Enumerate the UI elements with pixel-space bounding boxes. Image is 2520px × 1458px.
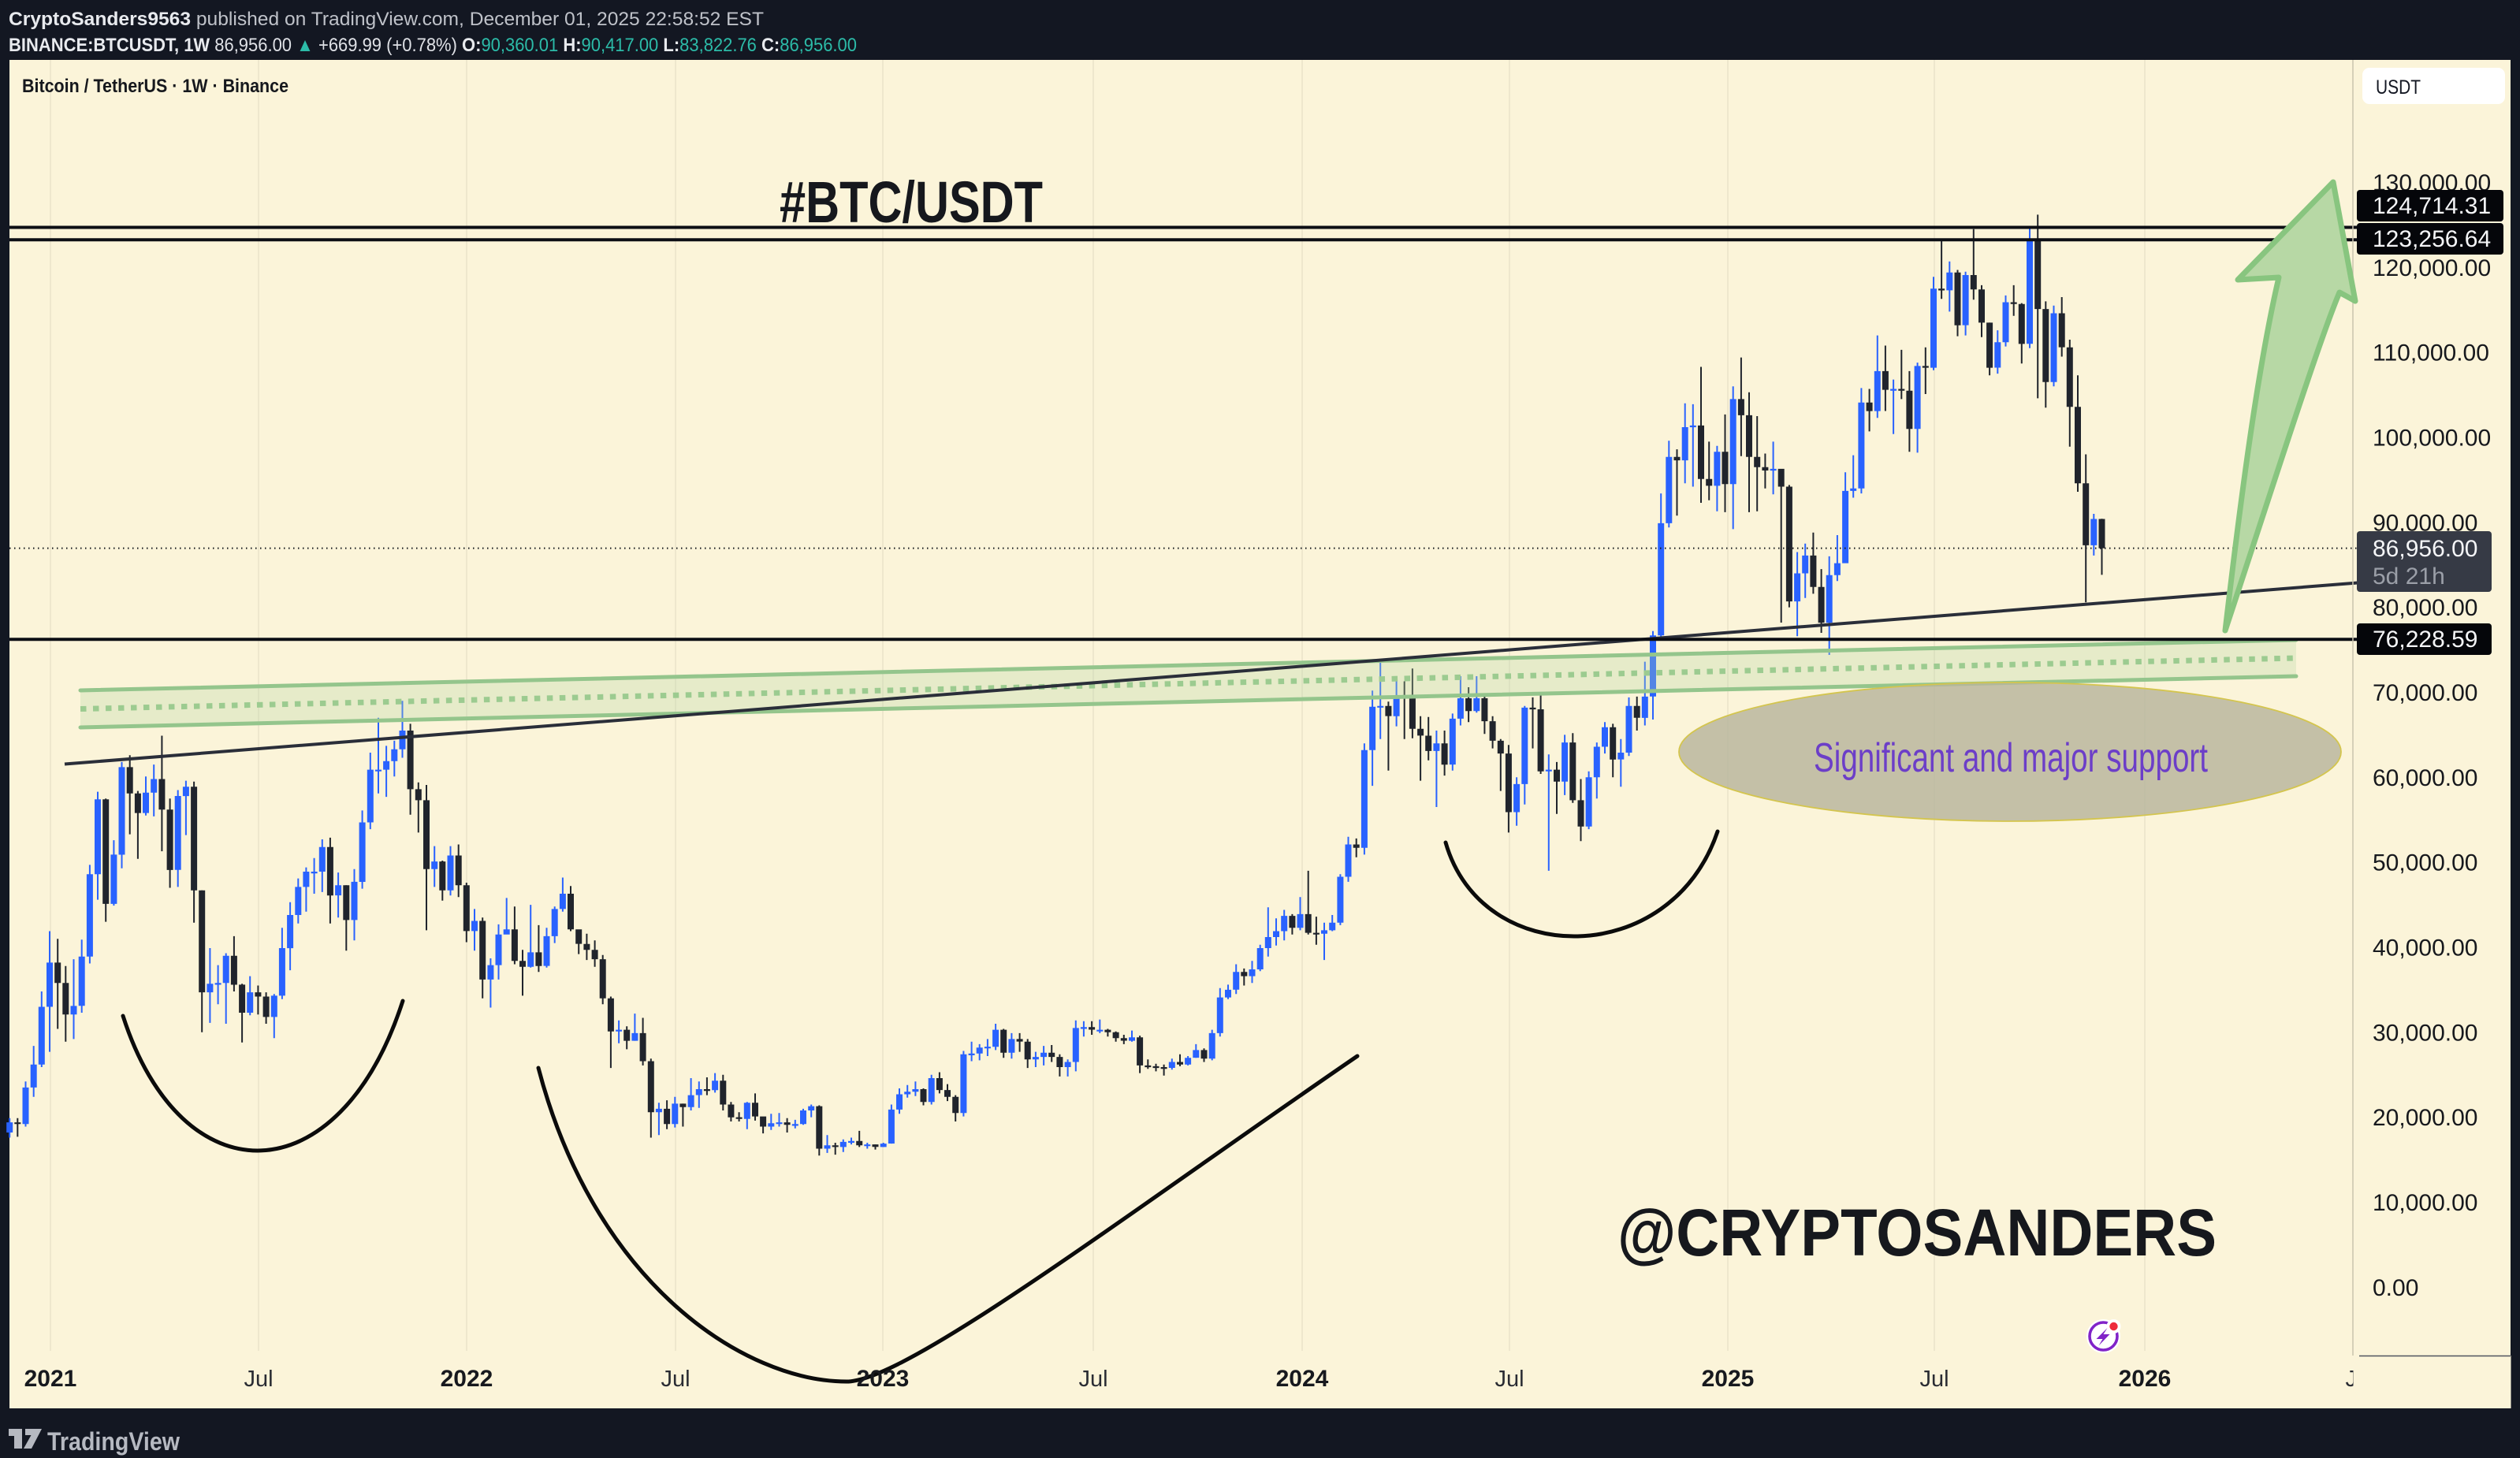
svg-text:30,000.00: 30,000.00: [2373, 1020, 2477, 1046]
svg-text:50,000.00: 50,000.00: [2373, 850, 2477, 876]
svg-text:@CRYPTOSANDERS: @CRYPTOSANDERS: [1617, 1196, 2217, 1270]
svg-text:CryptoSanders9563 published on: CryptoSanders9563 published on TradingVi…: [9, 9, 764, 30]
svg-text:76,228.59: 76,228.59: [2373, 627, 2477, 653]
svg-text:2021: 2021: [24, 1366, 77, 1392]
svg-text:20,000.00: 20,000.00: [2373, 1105, 2477, 1131]
svg-text:124,714.31: 124,714.31: [2373, 193, 2491, 219]
svg-text:2024: 2024: [1276, 1366, 1329, 1392]
svg-text:100,000.00: 100,000.00: [2373, 426, 2491, 452]
svg-text:Jul: Jul: [244, 1367, 273, 1392]
svg-text:Jul: Jul: [1078, 1367, 1107, 1392]
svg-text:2022: 2022: [441, 1366, 493, 1392]
svg-text:86,956.00: 86,956.00: [2373, 536, 2477, 562]
svg-text:5d 21h: 5d 21h: [2373, 563, 2445, 590]
svg-text:110,000.00: 110,000.00: [2373, 340, 2489, 366]
svg-text:0.00: 0.00: [2373, 1275, 2418, 1301]
svg-text:10,000.00: 10,000.00: [2373, 1190, 2477, 1216]
svg-text:70,000.00: 70,000.00: [2373, 680, 2477, 706]
svg-text:Jul: Jul: [1495, 1367, 1524, 1392]
svg-text:Significant and major support: Significant and major support: [1814, 735, 2208, 781]
svg-text:2023: 2023: [857, 1366, 910, 1392]
svg-text:2025: 2025: [1702, 1366, 1755, 1392]
svg-text:60,000.00: 60,000.00: [2373, 765, 2477, 791]
svg-text:2026: 2026: [2119, 1366, 2172, 1392]
svg-text:80,000.00: 80,000.00: [2373, 595, 2477, 621]
svg-text:Bitcoin / TetherUS · 1W · Bina: Bitcoin / TetherUS · 1W · Binance: [22, 76, 288, 97]
svg-text:TradingView: TradingView: [47, 1427, 180, 1456]
svg-text:BINANCE:BTCUSDT, 1W 86,956.00: BINANCE:BTCUSDT, 1W 86,956.00 ▲ +669.99 …: [9, 35, 857, 56]
svg-text:Jul: Jul: [1919, 1367, 1949, 1392]
svg-text:Jul: Jul: [661, 1367, 690, 1392]
svg-text:USDT: USDT: [2376, 76, 2421, 99]
svg-text:120,000.00: 120,000.00: [2373, 255, 2491, 281]
svg-text:#BTC/USDT: #BTC/USDT: [780, 169, 1043, 235]
svg-text:40,000.00: 40,000.00: [2373, 935, 2477, 961]
svg-text:123,256.64: 123,256.64: [2373, 226, 2491, 252]
